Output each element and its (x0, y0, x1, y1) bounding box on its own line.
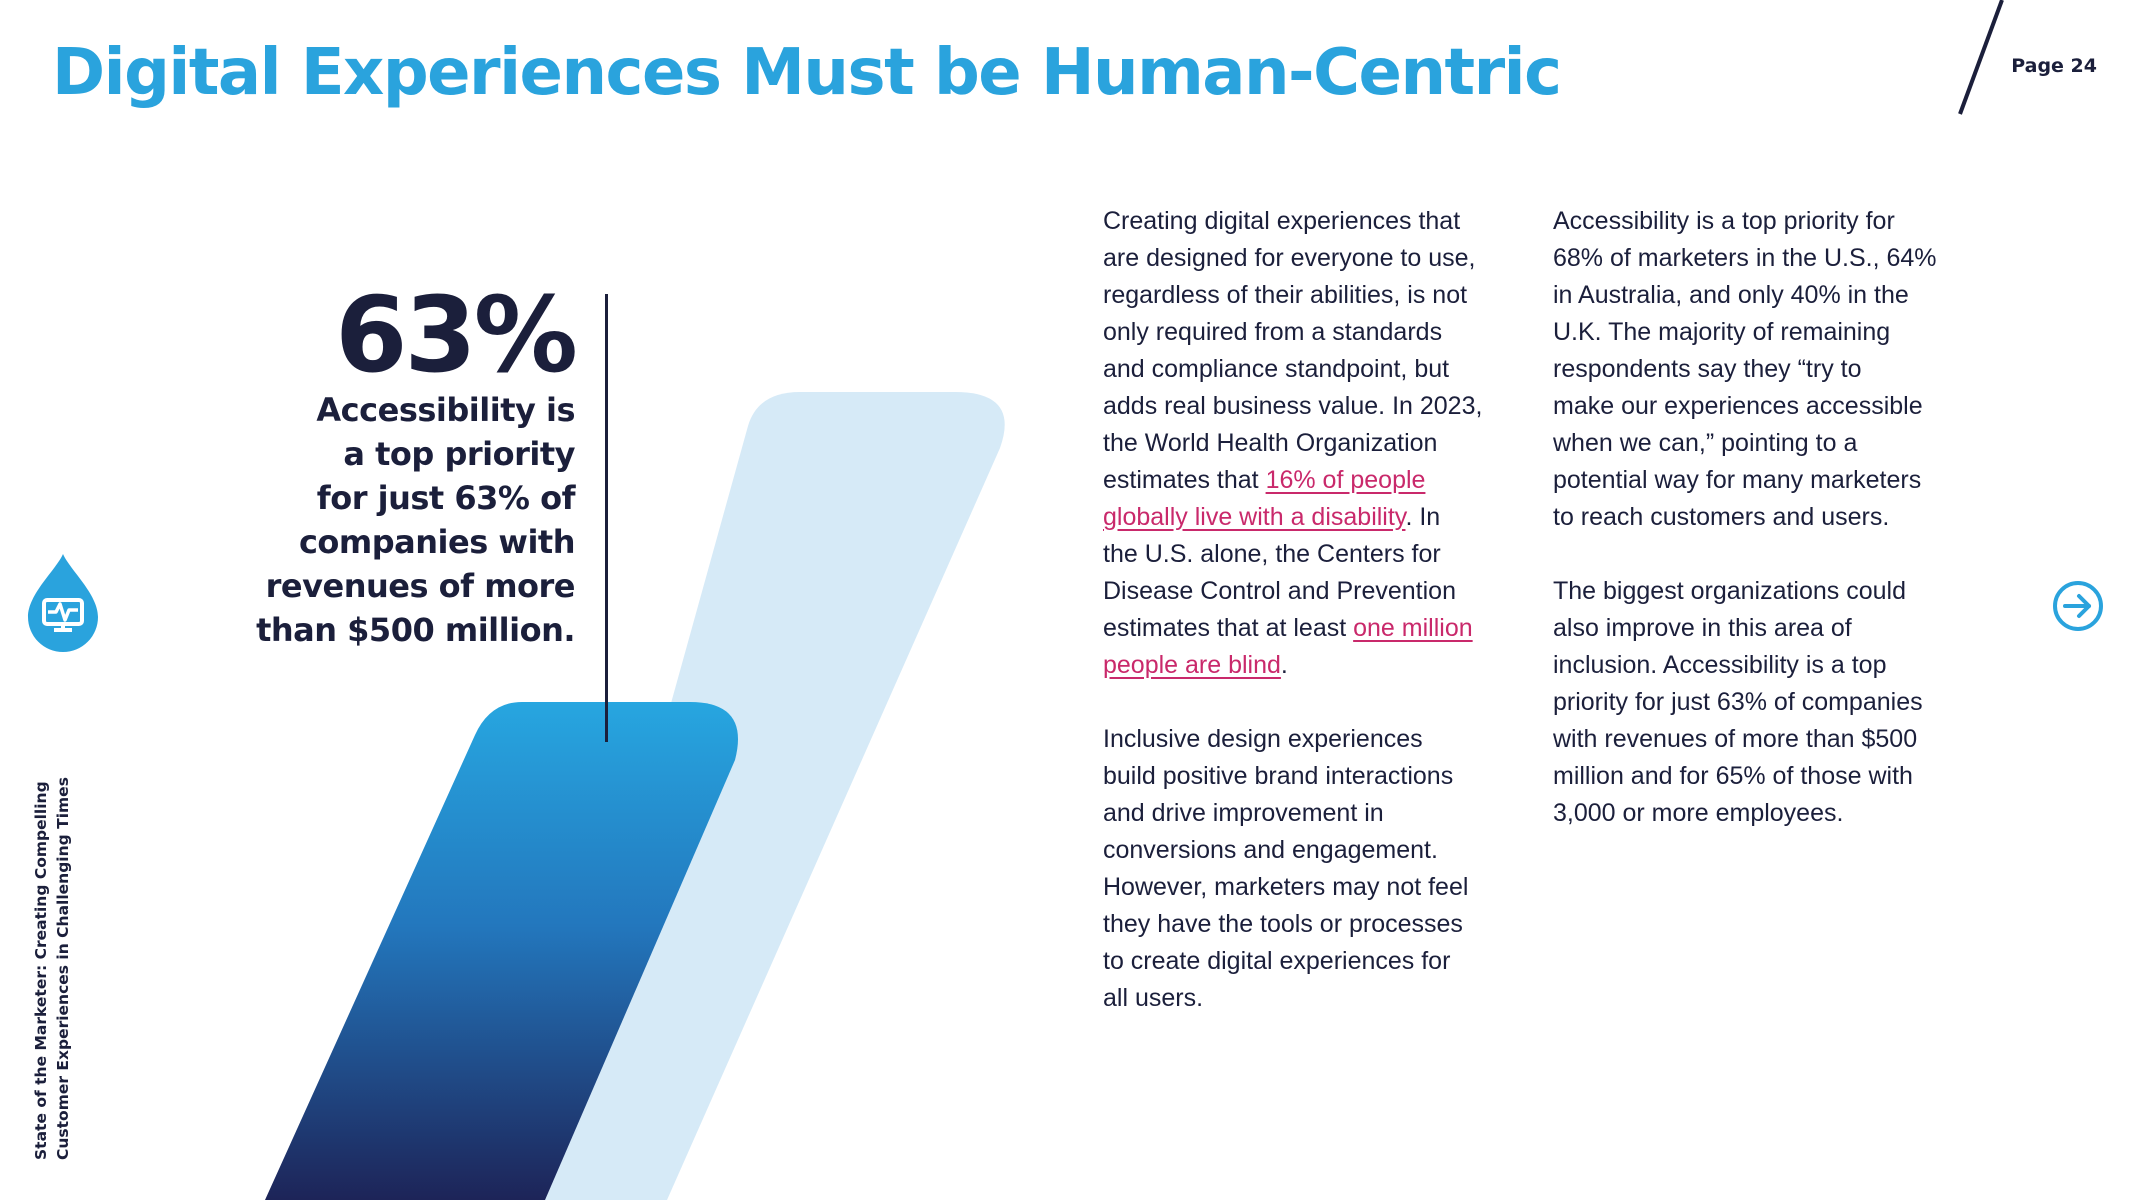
stat-callout: 63% Accessibility is a top priority for … (255, 274, 578, 652)
text-line: inclusion. Accessibility is a top (1553, 651, 1887, 679)
gradient-blue-band (265, 702, 738, 1200)
text-fragment: . (1280, 651, 1288, 679)
text-fragment: estimates that (1103, 466, 1266, 494)
text-line: regardless of their abilities, is not (1103, 281, 1468, 309)
body-column-2: Accessibility is a top priority for 68% … (1553, 203, 1983, 869)
text-line: when we can,” pointing to a (1553, 429, 1858, 457)
stat-caption-line: for just 63% of (316, 479, 576, 517)
stat-divider-line (605, 294, 608, 742)
paragraph: Inclusive design experiences build posit… (1103, 721, 1523, 1017)
link-text[interactable]: globally live with a disability (1103, 503, 1406, 531)
text-line: million and for 65% of those with (1553, 762, 1913, 790)
text-line: make our experiences accessible (1553, 392, 1923, 420)
report-title-line-1: State of the Marketer: Creating Compelli… (32, 781, 50, 1160)
text-line: 3,000 or more employees. (1553, 799, 1844, 827)
paragraph: Accessibility is a top priority for 68% … (1553, 203, 1983, 536)
text-line: in Australia, and only 40% in the (1553, 281, 1909, 309)
paragraph: The biggest organizations could also imp… (1553, 573, 1983, 832)
stat-caption-line: companies with (298, 523, 576, 561)
text-line: also improve in this area of (1553, 614, 1852, 642)
text-line: conversions and engagement. (1103, 836, 1438, 864)
text-line: priority for just 63% of companies (1553, 688, 1923, 716)
text-line: respondents say they “try to (1553, 355, 1862, 383)
text-line: they have the tools or processes (1103, 910, 1463, 938)
text-line: The biggest organizations could (1553, 577, 1907, 605)
light-blue-band (533, 392, 1005, 1200)
stat-caption-line: Accessibility is (316, 391, 575, 429)
text-line: and compliance standpoint, but (1103, 355, 1450, 383)
text-line: However, marketers may not feel (1103, 873, 1469, 901)
text-line: Creating digital experiences that (1103, 207, 1461, 235)
text-line: with revenues of more than $500 (1553, 725, 1918, 753)
text-line: and drive improvement in (1103, 799, 1384, 827)
report-title-vertical: State of the Marketer: Creating Compelli… (30, 777, 74, 1160)
link-text[interactable]: one million (1353, 614, 1473, 642)
cdc-blind-link[interactable]: one million people are blind (1103, 614, 1473, 679)
page-number: Page 24 (2011, 55, 2097, 77)
link-text[interactable]: 16% of people (1265, 466, 1426, 494)
text-line: U.K. The majority of remaining (1553, 318, 1891, 346)
text-line: adds real business value. In 2023, (1103, 392, 1483, 420)
text-line: the World Health Organization (1103, 429, 1438, 457)
stat-caption-line: a top priority (343, 435, 575, 473)
paragraph: Creating digital experiences that are de… (1103, 203, 1523, 684)
page-title: Digital Experiences Must be Human-Centri… (52, 36, 1562, 110)
body-column-1: Creating digital experiences that are de… (1103, 203, 1523, 1054)
text-line: potential way for many marketers (1553, 466, 1922, 494)
text-line: all users. (1103, 984, 1204, 1012)
who-disability-link[interactable]: 16% of people globally live with a disabi… (1103, 466, 1425, 531)
text-line: Accessibility is a top priority for (1553, 207, 1895, 235)
page-divider-slash (1958, 0, 2004, 115)
text-fragment: . In (1405, 503, 1441, 531)
text-line: to create digital experiences for (1103, 947, 1451, 975)
arrow-right-circle-icon[interactable] (2052, 580, 2104, 632)
stat-caption-line: revenues of more (265, 567, 576, 605)
text-line: are designed for everyone to use, (1103, 244, 1476, 272)
drop-monitor-icon (28, 554, 98, 652)
text-line: Inclusive design experiences (1103, 725, 1423, 753)
text-fragment: estimates that at least (1103, 614, 1354, 642)
text-line: only required from a standards (1103, 318, 1443, 346)
stat-caption-line: than $500 million. (256, 611, 575, 649)
text-line: Disease Control and Prevention (1103, 577, 1456, 605)
report-title-line-2: Customer Experiences in Challenging Time… (54, 777, 72, 1160)
text-line: to reach customers and users. (1553, 503, 1890, 531)
text-line: the U.S. alone, the Centers for (1103, 540, 1441, 568)
text-line: 68% of marketers in the U.S., 64% (1553, 244, 1937, 272)
link-text[interactable]: people are blind (1103, 651, 1281, 679)
stat-value: 63% (335, 274, 578, 396)
text-line: build positive brand interactions (1103, 762, 1454, 790)
stat-caption: Accessibility is a top priority for just… (255, 388, 575, 652)
